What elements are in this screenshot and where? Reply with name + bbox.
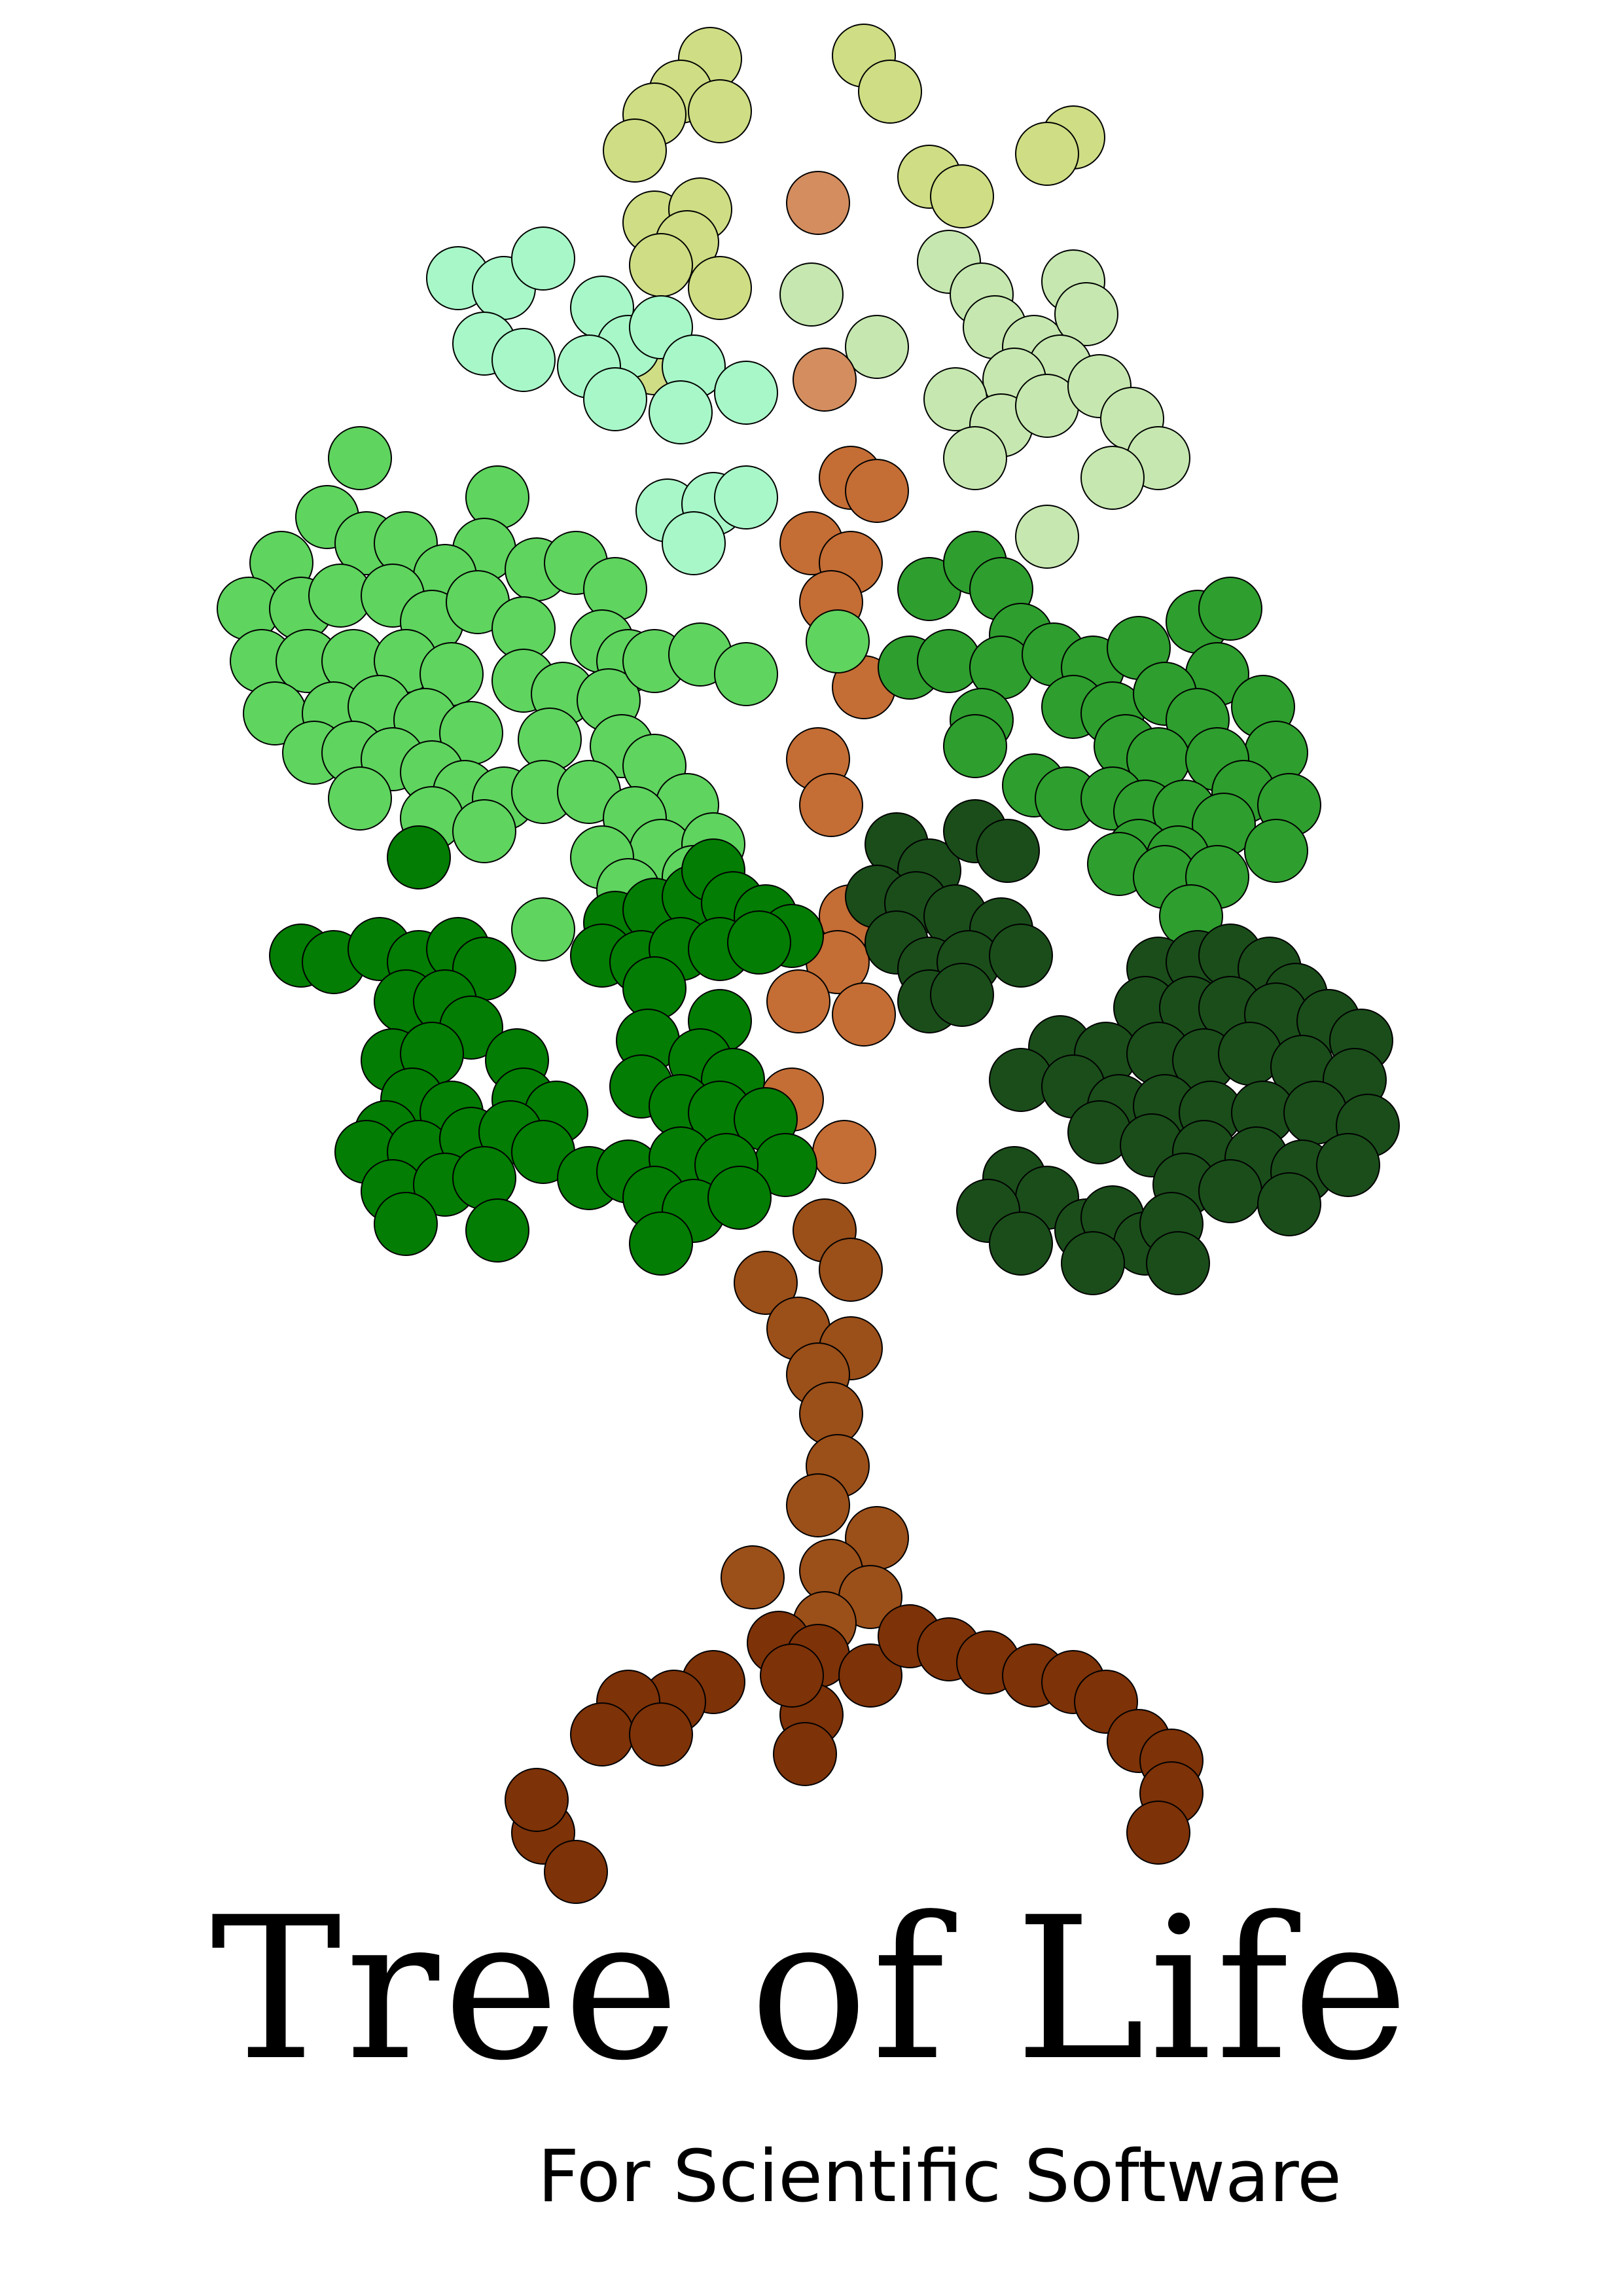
tree-dot [452,799,516,863]
tree-dot [688,256,752,320]
tree-dot [819,1238,883,1302]
tree-dot [328,426,392,490]
tree-dot [976,819,1040,883]
tree-dot [688,79,752,143]
tree-dot [1257,1172,1321,1236]
tree-dot [544,1840,608,1904]
tree-dot [793,348,857,412]
tree-dot [727,910,791,975]
tree-dot [662,511,726,575]
tree-dot [1054,282,1118,346]
tree-dot [1198,1159,1262,1223]
tree-dot [930,963,994,1027]
tree-dot [1061,1231,1125,1295]
tree-dot [603,118,667,183]
tree-dot [989,924,1053,988]
logo-subtitle: For Scientific Software [537,2134,1342,2218]
tree-dot [629,233,693,297]
tree-dot [812,1120,876,1184]
tree-dot [721,1545,785,1609]
tree-dot [374,1192,438,1256]
tree-dot [714,642,778,706]
tree-dot [491,328,556,392]
tree-dot [1146,1231,1210,1295]
tree-dot [766,969,830,1033]
tree-dot [786,1473,850,1537]
tree-dot [806,609,870,673]
tree-dot [1198,577,1262,641]
tree-dot [1126,1801,1190,1865]
tree-dot [583,367,647,431]
tree-dot [845,459,909,523]
tree-dot [845,315,909,379]
tree-dot [387,825,451,889]
tree-dot [511,897,575,961]
tree-dot [465,1198,529,1263]
tree-dot [838,1643,902,1708]
tree-dot [930,164,994,228]
tree-dot [832,982,896,1047]
tree-dot [760,1643,824,1708]
tree-dot [799,773,863,837]
tree-dot [1316,1133,1380,1197]
tree-dot [629,1702,693,1767]
tree-dot [649,380,713,444]
tree-dot [779,262,844,327]
tree-dot [629,1211,693,1276]
tree-dot [570,1702,634,1767]
tree-dot [714,361,778,425]
tree-dot [734,1251,798,1315]
tree-dot [858,60,922,124]
tree-dot [328,766,392,831]
tree-dot [773,1722,837,1786]
tree-dot [1015,122,1079,186]
tree-dot [1080,446,1145,510]
tree-dot [989,1211,1053,1276]
tree-dot [943,426,1007,490]
tree-dot [511,226,575,291]
tree-dot [943,714,1007,778]
logo-title: Tree of Life [210,1875,1413,2104]
tree-dot [714,465,778,529]
tree-dot [1015,505,1079,569]
tree-dot [707,1166,772,1230]
tree-dot [1244,819,1308,883]
tree-dot [786,171,850,235]
tree-dot [505,1768,569,1832]
